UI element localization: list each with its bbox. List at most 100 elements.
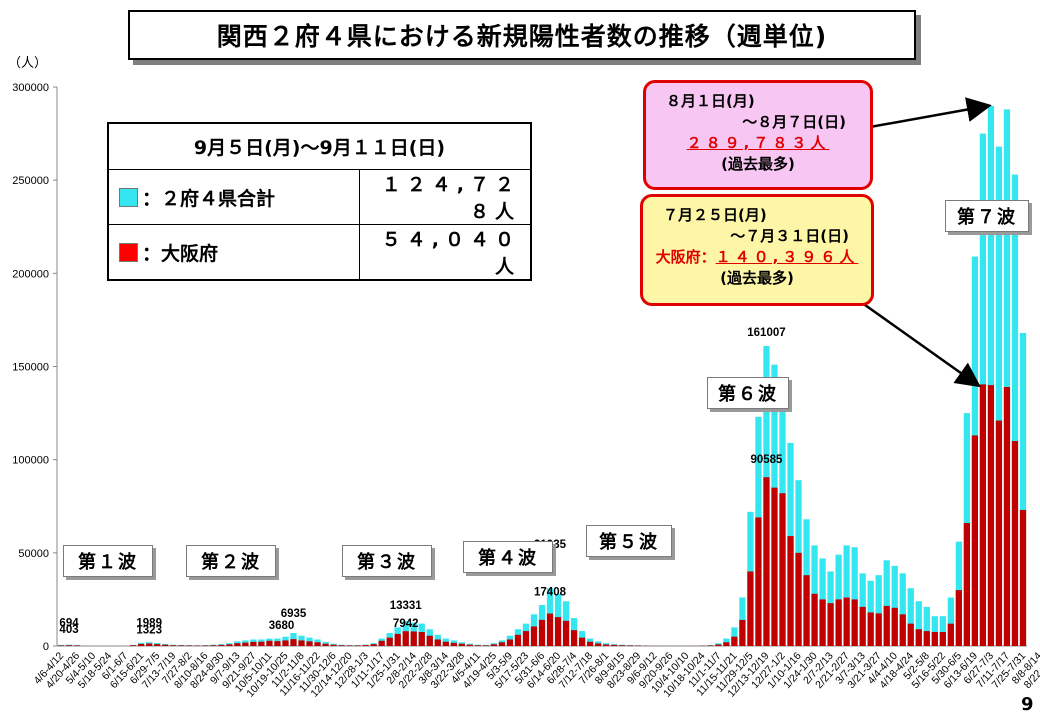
bar-osaka xyxy=(178,645,185,646)
bar-total xyxy=(939,616,946,646)
wave-label-6: 第６波 xyxy=(707,377,789,409)
red-swatch-icon xyxy=(119,242,138,262)
bar-osaka xyxy=(771,487,778,646)
bar-osaka xyxy=(867,612,874,646)
bar-osaka xyxy=(955,590,962,646)
wave-label-2: 第２波 xyxy=(186,545,276,577)
page-number: 9 xyxy=(1021,694,1034,715)
bar-osaka xyxy=(370,644,377,646)
bar-osaka xyxy=(442,641,449,646)
bar-osaka xyxy=(170,645,177,646)
cyan-swatch-icon xyxy=(119,187,138,207)
bar-osaka xyxy=(538,619,546,646)
legend-row-osaka: ：大阪府 xyxy=(107,224,360,281)
bar-osaka xyxy=(498,642,506,646)
bar-osaka xyxy=(73,645,81,646)
bar-osaka xyxy=(603,644,610,646)
bar-data-label: 1989 xyxy=(136,617,162,629)
bar-osaka xyxy=(811,593,818,646)
callout-total-note: (過去最多) xyxy=(721,155,795,173)
bar-osaka xyxy=(506,639,514,646)
bar-osaka xyxy=(522,631,530,646)
bar-osaka xyxy=(466,644,473,646)
y-tick-label: 250000 xyxy=(12,175,49,187)
chart-title: 関西２府４県における新規陽性者数の推移（週単位) xyxy=(128,10,916,60)
bar-osaka xyxy=(202,645,209,646)
bar-total xyxy=(995,146,1003,647)
bar-osaka xyxy=(1003,386,1011,646)
arrow-peak-total xyxy=(869,97,992,129)
bar-osaka xyxy=(939,632,946,646)
bar-osaka xyxy=(418,632,425,646)
bar-osaka xyxy=(65,645,73,646)
bar-osaka xyxy=(514,634,522,646)
bar-osaka xyxy=(57,645,65,646)
bar-osaka xyxy=(378,640,385,646)
bar-osaka xyxy=(250,641,257,646)
bar-osaka xyxy=(450,642,457,646)
bar-osaka xyxy=(931,632,938,646)
bar-osaka xyxy=(947,623,954,646)
bar-osaka xyxy=(234,643,241,646)
bar-total xyxy=(915,601,922,646)
arrow-peak-osaka xyxy=(857,298,981,388)
callout-peak-total: ８月１日(月) 〜８月７日(日) ２８９,７８３人 (過去最多) xyxy=(643,80,873,190)
bar-osaka xyxy=(739,619,746,646)
bar-osaka xyxy=(138,643,145,646)
bar-osaka xyxy=(146,643,153,646)
callout-peak-osaka: ７月２５日(月) 〜７月３１日(日) 大阪府：１４０,３９６人 (過去最多) xyxy=(640,194,874,306)
bar-osaka xyxy=(282,640,289,646)
bar-total xyxy=(1011,174,1019,646)
callout-osaka-line1: ７月２５日(月) xyxy=(663,206,767,224)
bar-osaka xyxy=(130,645,137,646)
bar-osaka xyxy=(619,645,626,646)
bar-osaka xyxy=(907,623,914,646)
bar-total xyxy=(851,547,858,646)
bar-osaka xyxy=(987,385,995,646)
bar-osaka xyxy=(923,631,930,646)
bar-data-label: 3680 xyxy=(269,620,295,632)
callout-total-value: ２８９,７８３人 xyxy=(686,134,830,152)
bar-total xyxy=(843,545,850,646)
bar-osaka xyxy=(314,642,321,646)
bar-osaka xyxy=(362,645,369,646)
callout-osaka-value: １４０,３９６人 xyxy=(715,248,859,266)
bar-total xyxy=(875,575,882,646)
bar-osaka xyxy=(570,630,578,646)
legend-value-osaka: ５４,０４０人 xyxy=(359,224,532,281)
bar-osaka xyxy=(474,645,481,646)
bar-osaka xyxy=(715,644,722,646)
bar-osaka xyxy=(490,644,498,646)
legend-label-total: ：２府４県合計 xyxy=(142,187,276,210)
legend-table: 9月５日(月)〜9月１１日(日) ：２府４県合計 １２４,７２８人 ：大阪府 ５… xyxy=(107,122,532,281)
bar-osaka xyxy=(899,614,906,646)
bar-osaka xyxy=(562,620,570,646)
bar-osaka xyxy=(402,631,409,646)
bar-osaka xyxy=(290,639,297,646)
bar-total xyxy=(923,606,930,646)
bar-total xyxy=(987,106,995,647)
wave-label-3: 第３波 xyxy=(342,545,432,577)
bar-osaka xyxy=(1011,441,1019,646)
bar-total xyxy=(907,588,914,646)
bar-osaka xyxy=(154,644,161,646)
bar-data-label: 1323 xyxy=(136,625,162,637)
bar-osaka xyxy=(274,641,281,646)
bar-osaka xyxy=(883,605,890,646)
bar-total xyxy=(899,573,906,646)
callout-osaka-line2: 〜７月３１日(日) xyxy=(730,227,849,245)
bar-data-label: 6935 xyxy=(281,608,307,620)
bar-osaka xyxy=(795,552,802,646)
bar-osaka xyxy=(915,629,922,646)
wave-label-4: 第４波 xyxy=(463,541,553,573)
bar-osaka xyxy=(306,641,313,646)
bar-osaka xyxy=(346,645,353,646)
bar-data-label: 13331 xyxy=(390,600,423,612)
bar-osaka xyxy=(386,637,393,646)
legend-row-total: ：２府４県合計 xyxy=(107,169,360,225)
callout-osaka-note: (過去最多) xyxy=(720,269,794,287)
bar-osaka xyxy=(851,599,858,646)
bar-total xyxy=(1019,332,1027,646)
bar-data-label: 7942 xyxy=(393,618,419,630)
